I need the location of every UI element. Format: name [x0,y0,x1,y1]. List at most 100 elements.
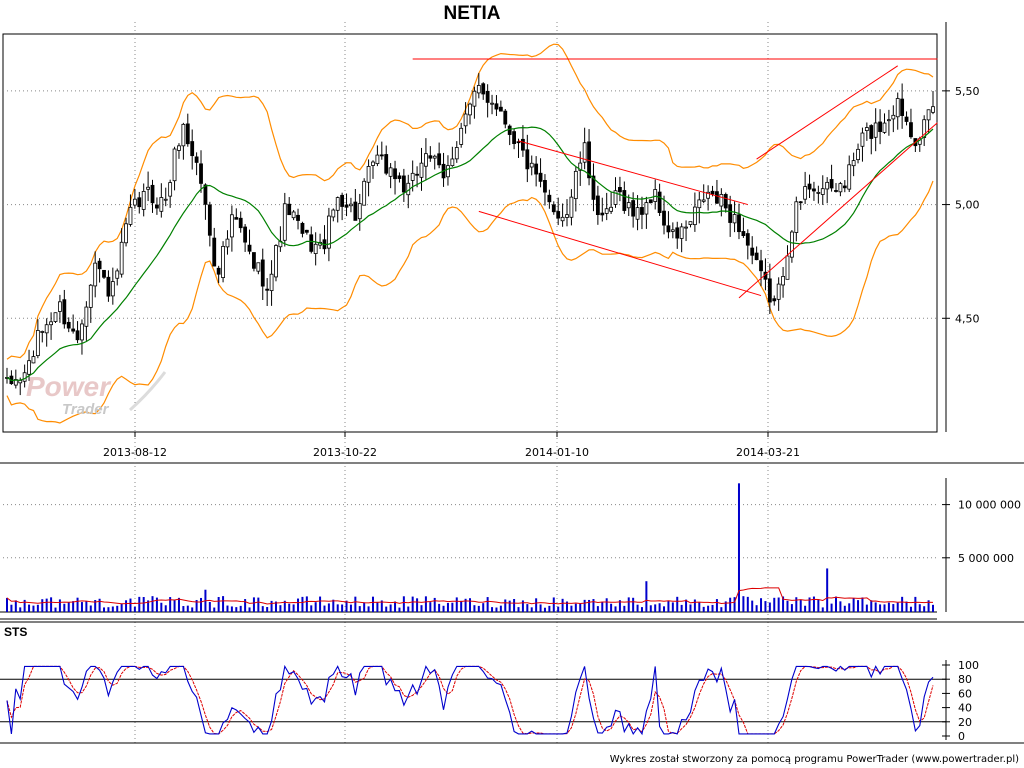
volume-bar [402,596,405,612]
volume-bar [605,598,608,612]
volume-bar [116,605,119,612]
candle-body [882,122,887,133]
candle-body [53,312,58,322]
volume-bar [874,602,877,612]
candle-body [926,109,931,121]
candle-body [335,197,340,211]
candle-body [838,183,843,193]
volume-bar [614,606,617,612]
volume-bar [429,602,432,612]
candle-body [357,203,362,220]
candle-body [375,154,380,165]
candle-body [97,260,102,270]
candle-body [728,204,733,223]
volume-bar [508,600,511,612]
candle-body [313,243,318,254]
date-tick-label: 2014-01-10 [525,446,589,459]
candle-body [256,262,261,272]
volume-bar [438,603,441,612]
volume-bar [865,604,868,612]
volume-bar [812,596,815,612]
candle-body [216,267,221,275]
candle-body [679,226,684,239]
volume-bar [14,600,17,612]
candle-body [556,211,561,219]
volume-bar [746,596,749,612]
candle-body [265,288,270,291]
volume-bar [552,597,555,612]
volume-bar [455,597,458,612]
volume-bar [36,604,39,612]
volume-bar [702,606,705,612]
candle-body [119,241,124,275]
volume-bar [80,602,83,612]
volume-bar [495,607,498,612]
volume-bar [248,607,251,612]
candle-body [842,185,847,189]
candle-body [291,211,296,219]
volume-bar [663,606,666,612]
volume-bar [804,605,807,612]
candle-body [573,170,578,200]
candle-body [110,281,115,297]
candle-body [172,148,177,182]
volume-bar [905,601,908,612]
price-tick-label: 5,00 [955,199,980,212]
volume-bar [852,598,855,612]
volume-bar [883,604,886,612]
candle-body [282,203,287,241]
candle-body [878,121,882,132]
volume-bar [786,600,789,612]
volume-bar [120,603,123,612]
volume-bar [200,597,203,612]
volume-bar [310,605,313,612]
candle-body [102,269,106,278]
candle-body [494,103,499,110]
osc-tick-label: 100 [958,659,979,672]
candle-body [485,90,490,103]
candle-body [516,141,521,144]
candle-body [604,208,609,214]
candle-body [807,183,812,190]
candle-body [159,197,164,212]
candle-body [49,321,53,326]
candle-body [66,321,71,329]
volume-bar [252,597,255,612]
volume-bar [279,605,282,612]
date-tick-label: 2013-10-22 [313,446,377,459]
volume-average-line [6,587,934,605]
volume-bar [724,601,727,612]
volume-bar [517,607,520,612]
candle-body [591,175,596,200]
candle-body [547,194,552,203]
volume-bar [67,602,70,612]
volume-bar [45,598,48,612]
volume-bar [539,604,542,612]
volume-bar [588,599,591,612]
uptrend-lower-line [738,122,938,299]
volume-bar [843,605,846,612]
candle-body [124,223,128,244]
candle-body [869,125,874,139]
volume-bar [345,600,348,612]
volume-bar [129,598,132,612]
volume-bar [570,605,573,612]
candle-body [229,214,234,238]
bollinger-lower-line [6,180,934,424]
osc-tick-label: 60 [958,687,972,700]
candle-body [543,180,547,193]
candle-body [309,234,314,252]
volume-bar [729,597,732,612]
candle-body [415,173,419,176]
candle-body [560,216,565,222]
footer-credit: Wykres został stworzony za pomocą progra… [610,754,1019,765]
candle-body [631,200,636,217]
volume-bar [707,605,710,612]
candle-body [296,214,300,221]
candle-body [450,158,455,167]
candle-body [657,191,662,213]
candle-body [595,195,600,216]
volume-bar [491,607,494,612]
volume-bar [411,596,414,612]
candle-body [670,229,675,232]
